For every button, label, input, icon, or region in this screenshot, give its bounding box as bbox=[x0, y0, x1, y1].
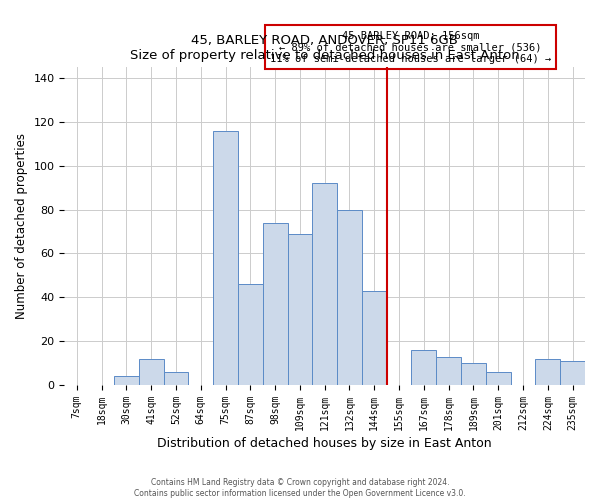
Bar bbox=[263, 223, 287, 385]
Bar bbox=[114, 376, 139, 385]
Title: 45, BARLEY ROAD, ANDOVER, SP11 6GB
Size of property relative to detached houses : 45, BARLEY ROAD, ANDOVER, SP11 6GB Size … bbox=[130, 34, 520, 62]
Bar bbox=[362, 291, 386, 385]
Bar bbox=[337, 210, 362, 385]
X-axis label: Distribution of detached houses by size in East Anton: Distribution of detached houses by size … bbox=[157, 437, 492, 450]
Text: 45 BARLEY ROAD: 156sqm
← 89% of detached houses are smaller (536)
11% of semi-de: 45 BARLEY ROAD: 156sqm ← 89% of detached… bbox=[270, 30, 551, 64]
Bar bbox=[436, 356, 461, 385]
Bar bbox=[535, 359, 560, 385]
Bar bbox=[313, 184, 337, 385]
Bar bbox=[560, 361, 585, 385]
Text: Contains HM Land Registry data © Crown copyright and database right 2024.
Contai: Contains HM Land Registry data © Crown c… bbox=[134, 478, 466, 498]
Bar bbox=[461, 363, 486, 385]
Bar bbox=[412, 350, 436, 385]
Bar bbox=[164, 372, 188, 385]
Y-axis label: Number of detached properties: Number of detached properties bbox=[15, 133, 28, 319]
Bar bbox=[213, 130, 238, 385]
Bar bbox=[238, 284, 263, 385]
Bar bbox=[139, 359, 164, 385]
Bar bbox=[486, 372, 511, 385]
Bar bbox=[287, 234, 313, 385]
